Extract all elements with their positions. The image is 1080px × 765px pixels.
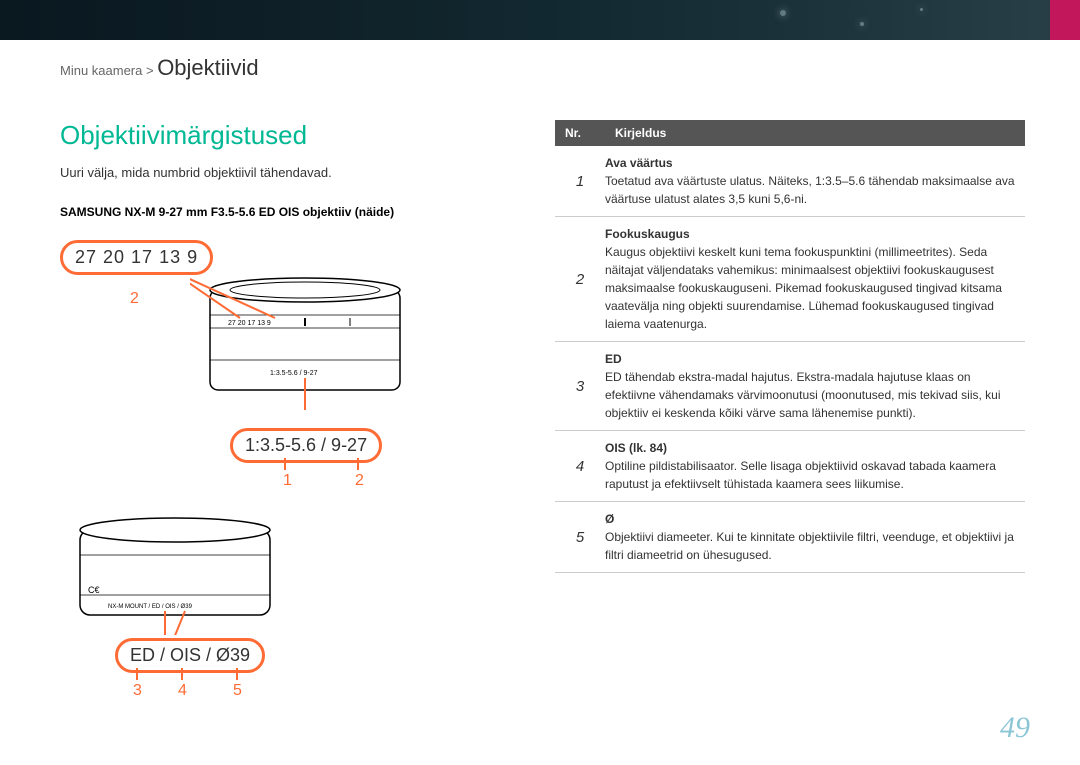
callout-text: 1:3.5-5.6 / 9-27 — [245, 435, 367, 455]
table-row: 1 Ava väärtus Toetatud ava väärtuste ula… — [555, 146, 1025, 217]
row-nr: 3 — [555, 350, 605, 422]
page-header — [0, 0, 1080, 40]
breadcrumb-prefix: Minu kaamera > — [60, 63, 157, 78]
callout-text: 27 20 17 13 9 — [75, 247, 198, 267]
desc: Optiline pildistabilisaator. Selle lisag… — [605, 459, 996, 491]
callout-text: ED / OIS / Ø39 — [130, 645, 250, 665]
term: OIS (lk. 84) — [605, 439, 1017, 457]
lens-marks: 27 20 17 13 9 — [228, 320, 271, 327]
table-header: Nr. Kirjeldus — [555, 120, 1025, 146]
desc: Kaugus objektiivi keskelt kuni tema fook… — [605, 245, 1002, 331]
callout-num-3: 3 — [133, 682, 142, 700]
table-row: 5 Ø Objektiivi diameeter. Kui te kinnita… — [555, 502, 1025, 573]
desc: Toetatud ava väärtuste ulatus. Näiteks, … — [605, 174, 1015, 206]
sparkle — [920, 8, 923, 11]
ce-mark: C€ — [88, 585, 100, 595]
callout-num-2: 2 — [130, 290, 139, 308]
table-row: 2 Fookuskaugus Kaugus objektiivi keskelt… — [555, 217, 1025, 342]
row-nr: 5 — [555, 510, 605, 564]
intro-text: Uuri välja, mida numbrid objektiivil täh… — [60, 165, 332, 180]
table-row: 4 OIS (lk. 84) Optiline pildistabilisaat… — [555, 431, 1025, 502]
callout-num-4: 4 — [178, 682, 187, 700]
th-desc: Kirjeldus — [605, 120, 1025, 146]
callout2-ticks — [230, 458, 400, 478]
lens-diagram: 27 20 17 13 9 2 27 20 17 13 9 1:3.5-5.6 … — [60, 240, 510, 690]
callout-num-5: 5 — [233, 682, 242, 700]
lens-label: 1:3.5-5.6 / 9-27 — [270, 370, 318, 377]
lens-bottom-drawing: C€ NX-M MOUNT / ED / OIS / Ø39 — [60, 505, 290, 635]
row-desc: ED ED tähendab ekstra-madal hajutus. Eks… — [605, 350, 1025, 422]
term: Ø — [605, 510, 1017, 528]
example-title: SAMSUNG NX-M 9-27 mm F3.5-5.6 ED OIS obj… — [60, 205, 394, 219]
th-nr: Nr. — [555, 120, 605, 146]
term: Ava väärtus — [605, 154, 1017, 172]
page-number: 49 — [1000, 711, 1030, 745]
sparkle — [860, 22, 864, 26]
row-desc: Ø Objektiivi diameeter. Kui te kinnitate… — [605, 510, 1025, 564]
term: Fookuskaugus — [605, 225, 1017, 243]
breadcrumb-main: Objektiivid — [157, 55, 258, 80]
sparkle — [780, 10, 786, 16]
row-nr: 2 — [555, 225, 605, 333]
lens-mount-label: NX-M MOUNT / ED / OIS / Ø39 — [108, 604, 193, 610]
row-desc: Fookuskaugus Kaugus objektiivi keskelt k… — [605, 225, 1025, 333]
row-desc: Ava väärtus Toetatud ava väärtuste ulatu… — [605, 154, 1025, 208]
breadcrumb: Minu kaamera > Objektiivid — [60, 55, 259, 81]
table-row: 3 ED ED tähendab ekstra-madal hajutus. E… — [555, 342, 1025, 431]
markings-table: Nr. Kirjeldus 1 Ava väärtus Toetatud ava… — [555, 120, 1025, 573]
lens-top-drawing: 27 20 17 13 9 1:3.5-5.6 / 9-27 — [190, 260, 420, 410]
row-nr: 1 — [555, 154, 605, 208]
desc: ED tähendab ekstra-madal hajutus. Ekstra… — [605, 370, 1001, 420]
header-accent — [1050, 0, 1080, 40]
section-title: Objektiivimärgistused — [60, 120, 307, 151]
row-desc: OIS (lk. 84) Optiline pildistabilisaator… — [605, 439, 1025, 493]
row-nr: 4 — [555, 439, 605, 493]
desc: Objektiivi diameeter. Kui te kinnitate o… — [605, 530, 1014, 562]
term: ED — [605, 350, 1017, 368]
